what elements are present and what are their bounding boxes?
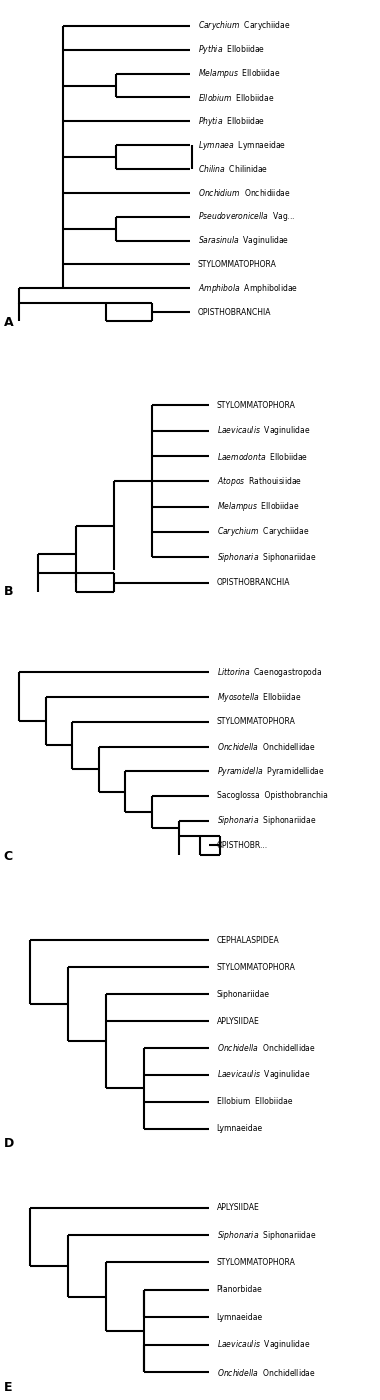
Text: APLYSIIDAE: APLYSIIDAE: [217, 1203, 259, 1212]
Text: $\it{Ellobium}$  Ellobiidae: $\it{Ellobium}$ Ellobiidae: [198, 92, 274, 104]
Text: $\it{Pseudoveronicella}$  Vag...: $\it{Pseudoveronicella}$ Vag...: [198, 210, 295, 223]
Text: $\it{Siphonaria}$  Siphonariidae: $\it{Siphonaria}$ Siphonariidae: [217, 815, 316, 827]
Text: $\it{Laevicaulis}$  Vaginulidae: $\it{Laevicaulis}$ Vaginulidae: [217, 1338, 310, 1351]
Text: $\it{Laemodonta}$  Ellobiidae: $\it{Laemodonta}$ Ellobiidae: [217, 451, 308, 462]
Text: E: E: [4, 1380, 12, 1393]
Text: $\it{Melampus}$  Ellobiidae: $\it{Melampus}$ Ellobiidae: [198, 67, 280, 80]
Text: $\it{Sarasinula}$  Vaginulidae: $\it{Sarasinula}$ Vaginulidae: [198, 234, 289, 246]
Text: OPISTHOBRANCHIA: OPISTHOBRANCHIA: [217, 578, 290, 587]
Text: Sacoglossa  Opisthobranchia: Sacoglossa Opisthobranchia: [217, 791, 328, 801]
Text: $\it{Lymnaea}$  Lymnaeidae: $\it{Lymnaea}$ Lymnaeidae: [198, 139, 286, 151]
Text: $\it{Amphibola}$  Amphibolidae: $\it{Amphibola}$ Amphibolidae: [198, 281, 298, 295]
Text: STYLOMMATOPHORA: STYLOMMATOPHORA: [217, 1259, 296, 1267]
Text: $\it{Onchidella}$  Onchidellidae: $\it{Onchidella}$ Onchidellidae: [217, 1043, 315, 1053]
Text: $\it{Pyramidella}$  Pyramidellidae: $\it{Pyramidella}$ Pyramidellidae: [217, 764, 325, 778]
Text: $\it{Chilina}$  Chilinidae: $\it{Chilina}$ Chilinidae: [198, 164, 268, 175]
Text: $\it{Siphonaria}$  Siphonariidae: $\it{Siphonaria}$ Siphonariidae: [217, 1229, 316, 1242]
Text: $\it{Melampus}$  Ellobiidae: $\it{Melampus}$ Ellobiidae: [217, 500, 299, 514]
Text: OPISTHOBRANCHIA: OPISTHOBRANCHIA: [198, 308, 271, 316]
Text: $\it{Onchidella}$  Onchidellidae: $\it{Onchidella}$ Onchidellidae: [217, 1366, 315, 1378]
Text: Lymnaeidae: Lymnaeidae: [217, 1124, 263, 1133]
Text: $\it{Littorina}$  Caenogastropoda: $\it{Littorina}$ Caenogastropoda: [217, 666, 322, 679]
Text: $\it{Pythia}$  Ellobiidae: $\it{Pythia}$ Ellobiidae: [198, 43, 265, 56]
Text: $\it{Onchidium}$  Onchidiidae: $\it{Onchidium}$ Onchidiidae: [198, 188, 290, 199]
Text: $\it{Carychium}$  Carychiidae: $\it{Carychium}$ Carychiidae: [198, 20, 290, 32]
Text: APLYSIIDAE: APLYSIIDAE: [217, 1016, 259, 1026]
Text: $\it{Carychium}$  Carychiidae: $\it{Carychium}$ Carychiidae: [217, 525, 309, 539]
Text: STYLOMMATOPHORA: STYLOMMATOPHORA: [217, 400, 296, 410]
Text: Ellobium  Ellobiidae: Ellobium Ellobiidae: [217, 1098, 292, 1106]
Text: $\it{Onchidella}$  Onchidellidae: $\it{Onchidella}$ Onchidellidae: [217, 741, 315, 752]
Text: B: B: [4, 585, 13, 598]
Text: CEPHALASPIDEA: CEPHALASPIDEA: [217, 935, 279, 945]
Text: STYLOMMATOPHORA: STYLOMMATOPHORA: [217, 717, 296, 727]
Text: D: D: [4, 1137, 14, 1149]
Text: $\it{Myosotella}$  Ellobiidae: $\it{Myosotella}$ Ellobiidae: [217, 690, 301, 704]
Text: Lymnaeidae: Lymnaeidae: [217, 1313, 263, 1322]
Text: STYLOMMATOPHORA: STYLOMMATOPHORA: [198, 260, 277, 269]
Text: Siphonariidae: Siphonariidae: [217, 990, 269, 998]
Text: $\it{Atopos}$  Rathouisiidae: $\it{Atopos}$ Rathouisiidae: [217, 475, 302, 487]
Text: $\it{Laevicaulis}$  Vaginulidae: $\it{Laevicaulis}$ Vaginulidae: [217, 424, 310, 437]
Text: STYLOMMATOPHORA: STYLOMMATOPHORA: [217, 963, 296, 972]
Text: $\it{Phytia}$  Ellobiidae: $\it{Phytia}$ Ellobiidae: [198, 115, 265, 127]
Text: $\it{Siphonaria}$  Siphonariidae: $\it{Siphonaria}$ Siphonariidae: [217, 550, 316, 564]
Text: A: A: [4, 316, 13, 329]
Text: C: C: [4, 850, 13, 862]
Text: OPISTHOBR...: OPISTHOBR...: [217, 841, 268, 850]
Text: Planorbidae: Planorbidae: [217, 1285, 262, 1295]
Text: $\it{Laevicaulis}$  Vaginulidae: $\it{Laevicaulis}$ Vaginulidae: [217, 1068, 310, 1081]
